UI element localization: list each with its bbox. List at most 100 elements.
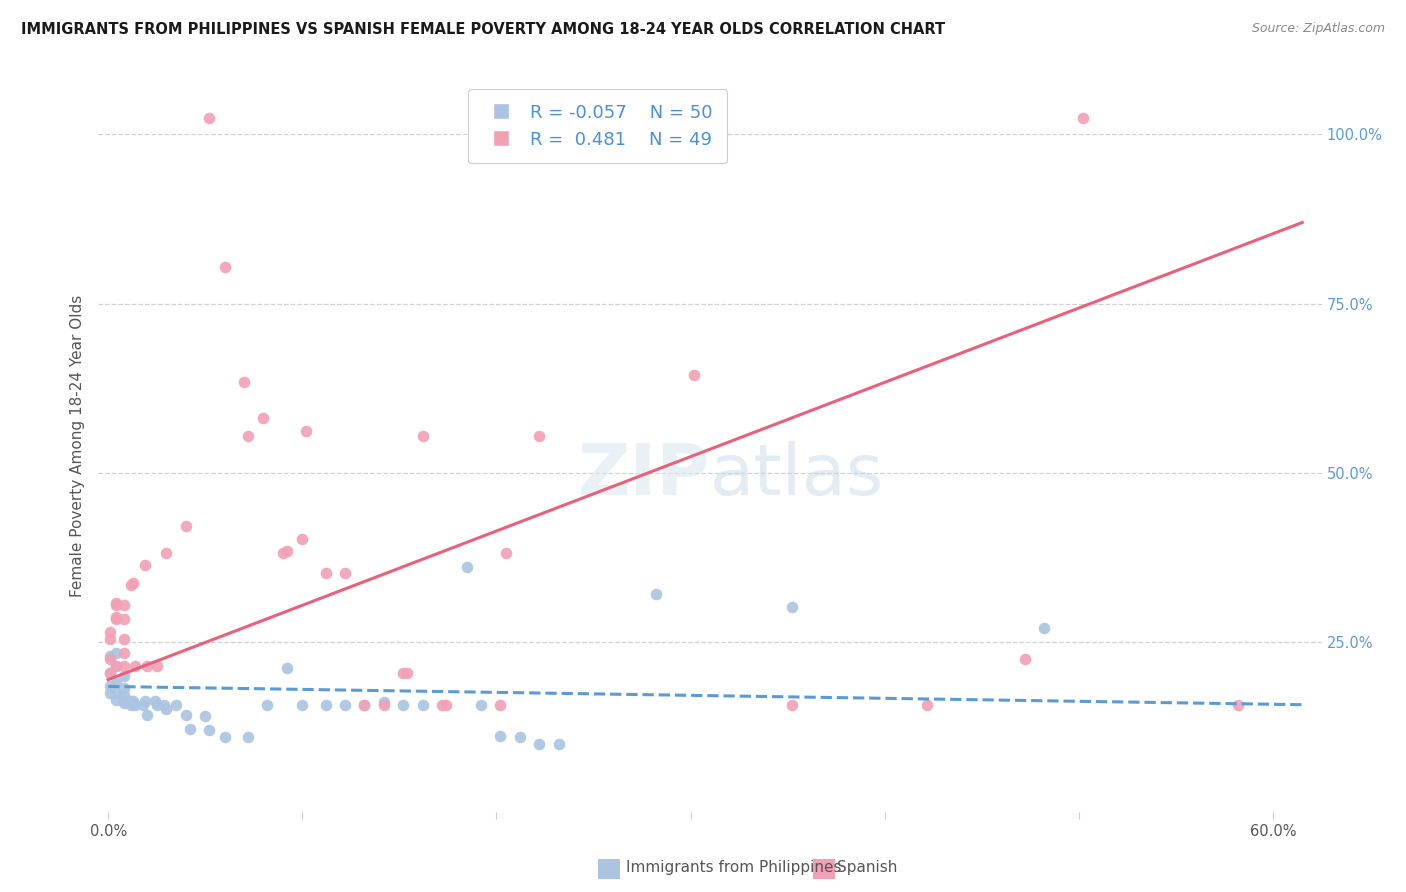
Point [155, 546, 177, 560]
Point [98, 665, 121, 680]
Point [489, 698, 512, 712]
Point [198, 723, 221, 738]
Point [120, 698, 142, 712]
Point [165, 698, 187, 712]
Point [527, 429, 550, 443]
Point [233, 375, 256, 389]
Point [495, 546, 517, 560]
Text: Immigrants from Philippines: Immigrants from Philippines [626, 860, 841, 874]
Point [780, 698, 803, 712]
Text: atlas: atlas [710, 441, 884, 509]
Point [434, 698, 457, 712]
Point [145, 659, 167, 673]
Point [112, 688, 135, 702]
Point [373, 695, 395, 709]
Point [256, 698, 278, 712]
Point [104, 686, 127, 700]
Point [236, 730, 259, 744]
Point [98, 648, 121, 663]
Point [120, 578, 142, 592]
Point [353, 698, 375, 712]
Point [143, 694, 166, 708]
Point [104, 659, 127, 673]
Point [291, 698, 314, 712]
Point [98, 625, 121, 640]
Point [104, 596, 127, 610]
Point [194, 708, 217, 723]
Point [315, 698, 337, 712]
Point [295, 424, 318, 438]
Point [527, 737, 550, 751]
Point [1014, 652, 1036, 666]
Point [122, 694, 145, 708]
Point [470, 698, 492, 712]
Point [155, 702, 177, 716]
Point [392, 698, 415, 712]
Point [112, 697, 135, 711]
Text: Source: ZipAtlas.com: Source: ZipAtlas.com [1251, 22, 1385, 36]
Point [112, 598, 135, 612]
Point [104, 646, 127, 660]
Point [198, 111, 221, 125]
Point [136, 707, 159, 722]
Point [174, 707, 197, 722]
Text: Spanish: Spanish [837, 860, 897, 874]
Legend: R = -0.057    N = 50, R =  0.481    N = 49: R = -0.057 N = 50, R = 0.481 N = 49 [468, 89, 727, 163]
Point [276, 661, 298, 675]
Point [98, 632, 121, 646]
Point [917, 698, 939, 712]
Point [98, 686, 121, 700]
Point [98, 680, 121, 694]
Point [456, 559, 478, 574]
Point [780, 600, 803, 615]
Point [112, 681, 135, 696]
Point [112, 646, 135, 660]
Point [112, 669, 135, 683]
Point [547, 737, 569, 751]
Point [1227, 698, 1250, 712]
Point [98, 665, 121, 680]
Point [112, 612, 135, 626]
Point [509, 730, 531, 744]
Point [104, 609, 127, 624]
Point [153, 698, 176, 712]
Point [396, 665, 419, 680]
Point [644, 587, 666, 601]
Point [271, 546, 294, 560]
Point [353, 698, 375, 712]
Point [412, 698, 434, 712]
Point [489, 729, 512, 743]
Point [236, 429, 259, 443]
Point [132, 698, 155, 712]
Point [291, 533, 314, 547]
Point [373, 698, 395, 712]
Point [124, 659, 146, 673]
Point [179, 722, 201, 736]
Point [430, 698, 453, 712]
Point [214, 730, 236, 744]
Point [252, 410, 274, 425]
Point [112, 659, 135, 673]
Point [392, 665, 415, 680]
Point [145, 698, 167, 712]
Point [120, 694, 142, 708]
Point [98, 652, 121, 666]
Text: ZIP: ZIP [578, 441, 710, 509]
Point [412, 429, 434, 443]
Point [333, 566, 356, 581]
Point [122, 575, 145, 590]
Point [136, 659, 159, 673]
Point [315, 566, 337, 581]
Point [104, 612, 127, 626]
Text: IMMIGRANTS FROM PHILIPPINES VS SPANISH FEMALE POVERTY AMONG 18-24 YEAR OLDS CORR: IMMIGRANTS FROM PHILIPPINES VS SPANISH F… [21, 22, 945, 37]
Point [214, 260, 236, 274]
Point [333, 698, 356, 712]
Point [1071, 111, 1094, 125]
Point [1033, 620, 1056, 634]
Point [112, 693, 135, 707]
Y-axis label: Female Poverty Among 18-24 Year Olds: Female Poverty Among 18-24 Year Olds [69, 295, 84, 597]
Point [104, 676, 127, 690]
Point [134, 558, 156, 572]
Point [134, 694, 156, 708]
Point [124, 698, 146, 712]
